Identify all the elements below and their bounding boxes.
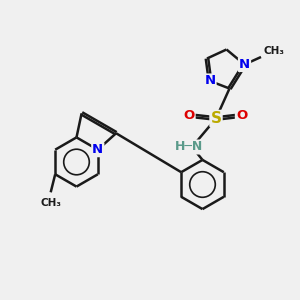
Text: N: N xyxy=(92,143,103,156)
Text: N: N xyxy=(204,74,216,88)
Text: O: O xyxy=(183,109,195,122)
Text: CH₃: CH₃ xyxy=(263,46,284,56)
Text: S: S xyxy=(211,111,221,126)
Text: O: O xyxy=(236,109,247,122)
Text: CH₃: CH₃ xyxy=(40,198,61,208)
Text: N: N xyxy=(239,58,250,71)
Text: H─N: H─N xyxy=(175,140,203,154)
